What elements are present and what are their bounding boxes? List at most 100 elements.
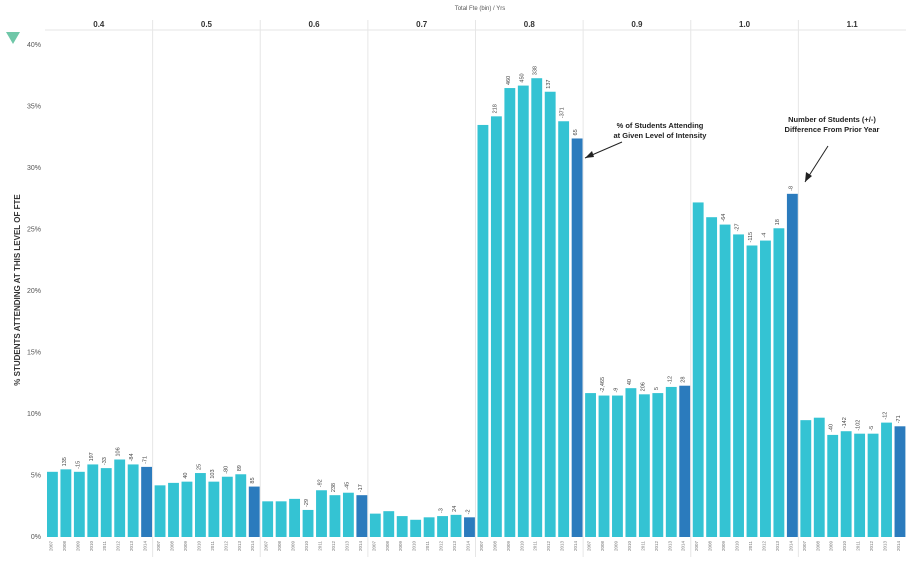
x-tick-label: 2013 — [452, 541, 457, 552]
y-tick-label: 25% — [27, 227, 41, 234]
x-tick-label: 2009 — [183, 541, 188, 552]
data-label: -9 — [613, 388, 619, 393]
x-tick-label: 2014 — [465, 541, 470, 552]
data-label: 28 — [681, 377, 687, 383]
annotation-attendance: % of Students Attending at Given Level of… — [614, 121, 708, 140]
data-label: 65 — [573, 129, 579, 135]
bar — [194, 473, 206, 537]
x-tick-label: 2008 — [385, 541, 390, 552]
data-label: -12 — [883, 412, 889, 420]
bar — [316, 490, 327, 537]
pane-label: 0.7 — [416, 20, 428, 29]
bar — [531, 78, 543, 538]
data-label: 137 — [546, 80, 552, 89]
x-axis-ticks: 2007 2008 2009 2010 2011 2012 2013 2014 2007 2008… — [48, 541, 901, 552]
x-tick-label: 2007 — [587, 541, 592, 552]
x-tick-label: 2010 — [196, 541, 201, 552]
pane-label: 0.5 — [201, 20, 213, 29]
data-label: 106 — [116, 447, 122, 456]
data-label: -12 — [667, 376, 673, 384]
data-label: -29 — [304, 499, 310, 507]
bar — [73, 471, 85, 537]
data-label: 89 — [237, 465, 243, 471]
bar — [477, 124, 489, 537]
data-label: 103 — [210, 469, 216, 478]
y-tick-label: 20% — [27, 288, 41, 295]
x-tick-label: 2011 — [210, 541, 215, 551]
bar — [437, 516, 448, 537]
bar — [840, 431, 852, 537]
bar — [235, 474, 247, 537]
data-label: 206 — [640, 382, 646, 391]
bar — [127, 464, 139, 537]
data-label: -4 — [761, 233, 767, 238]
x-tick-label: 2007 — [156, 541, 161, 552]
bar — [625, 388, 637, 537]
x-tick-label: 2011 — [425, 541, 430, 551]
y-tick-label: 30% — [27, 165, 41, 172]
corner-triangle-icon — [6, 32, 20, 44]
bar — [638, 394, 650, 537]
bar — [342, 492, 354, 537]
bar — [302, 509, 314, 537]
data-label: -40 — [829, 424, 835, 432]
bar — [60, 469, 72, 537]
annotation-difference: Number of Students (+/-) Difference From … — [785, 115, 880, 134]
pane-label: 0.8 — [524, 20, 536, 29]
y-tick-label: 40% — [27, 42, 41, 49]
x-tick-label: 2011 — [102, 541, 107, 551]
bar — [208, 481, 220, 537]
x-tick-label: 2007 — [802, 541, 807, 552]
bar — [275, 501, 287, 537]
x-tick-label: 2010 — [842, 541, 847, 552]
bar — [894, 426, 906, 537]
data-label: 460 — [506, 76, 512, 85]
x-tick-label: 2012 — [223, 541, 228, 552]
bar — [141, 466, 153, 537]
data-label: 18 — [775, 219, 781, 225]
data-label: -17 — [358, 484, 364, 492]
y-tick-label: 35% — [27, 104, 41, 111]
data-label: 40 — [627, 379, 633, 385]
bar — [760, 240, 771, 537]
x-tick-label: 2010 — [89, 541, 94, 552]
bar — [585, 393, 596, 537]
annotations: % of Students Attending at Given Level of… — [584, 115, 880, 183]
x-tick-label: 2008 — [815, 541, 820, 552]
x-tick-label: 2014 — [681, 541, 686, 552]
bar — [786, 193, 798, 537]
x-tick-label: 2012 — [869, 541, 874, 552]
data-label: -2 — [465, 509, 471, 514]
y-tick-label: 5% — [31, 473, 41, 480]
data-label: -5 — [869, 426, 875, 431]
bar — [289, 498, 301, 537]
x-tick-label: 2007 — [371, 541, 376, 552]
x-tick-label: 2013 — [129, 541, 134, 552]
y-axis-label: % STUDENTS ATTENDING AT THIS LEVEL OF FT… — [13, 194, 22, 386]
x-tick-label: 2012 — [654, 541, 659, 552]
bar — [679, 385, 691, 537]
bar — [746, 245, 758, 538]
x-tick-label: 2012 — [116, 541, 121, 552]
data-label: -64 — [721, 214, 727, 222]
data-label: 25 — [196, 464, 202, 470]
x-tick-label: 2011 — [533, 541, 538, 551]
gridlines — [45, 20, 906, 557]
x-tick-label: 2009 — [506, 541, 511, 552]
y-tick-label: 0% — [31, 534, 41, 541]
data-label: -2,465 — [600, 377, 606, 393]
x-tick-label: 2012 — [331, 541, 336, 552]
data-label: -45 — [344, 482, 350, 490]
bar — [706, 217, 718, 537]
x-tick-label: 2009 — [721, 541, 726, 552]
x-tick-label: 2009 — [291, 541, 296, 552]
top-axis-title: Total Fte (bin) / Yrs — [455, 6, 506, 12]
data-label: 85 — [250, 477, 256, 483]
bar — [881, 422, 892, 537]
data-label: -3 — [439, 508, 445, 513]
x-tick-label: 2014 — [143, 541, 148, 552]
x-tick-label: 2013 — [237, 541, 242, 552]
x-tick-label: 2011 — [856, 541, 861, 551]
bar — [221, 476, 233, 537]
data-label: -102 — [856, 420, 862, 431]
